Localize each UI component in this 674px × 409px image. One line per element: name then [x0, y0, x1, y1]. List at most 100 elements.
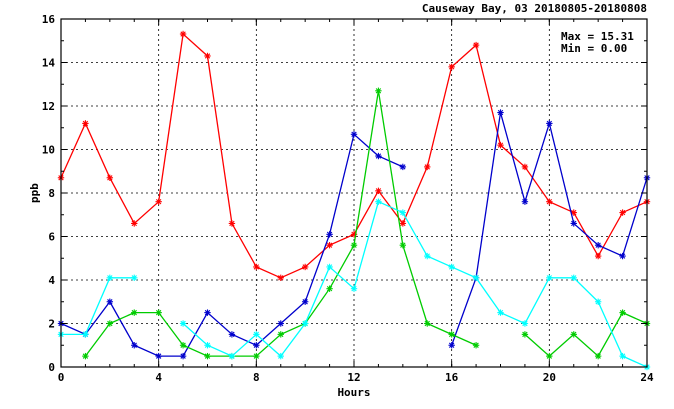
- min-stat: Min = 0.00: [561, 42, 627, 55]
- data-point: [497, 309, 504, 316]
- y-axis-title: ppb: [28, 183, 41, 203]
- data-point: [350, 285, 358, 292]
- data-point: [472, 274, 480, 282]
- data-point: [546, 352, 553, 360]
- data-point: [448, 63, 455, 71]
- data-point: [448, 331, 455, 338]
- data-point: [472, 41, 480, 49]
- data-point: [326, 263, 333, 271]
- data-point: [179, 320, 187, 327]
- data-point: [326, 231, 333, 238]
- data-point: [155, 352, 162, 360]
- data-point: [131, 274, 138, 282]
- data-point: [204, 52, 211, 60]
- data-point: [375, 187, 382, 195]
- y-tick-label: 12: [42, 100, 55, 113]
- data-point: [277, 352, 284, 360]
- data-point: [155, 198, 162, 205]
- y-tick-label: 0: [48, 361, 55, 374]
- data-point: [619, 252, 626, 260]
- data-point: [253, 352, 260, 360]
- data-point: [546, 198, 553, 205]
- data-point: [131, 220, 138, 227]
- series-line: [61, 200, 648, 368]
- data-point: [301, 298, 309, 305]
- y-tick-label: 2: [48, 318, 55, 331]
- data-point: [497, 109, 504, 116]
- data-point: [424, 320, 431, 327]
- data-point: [521, 163, 529, 171]
- data-point: [82, 352, 89, 360]
- data-point: [253, 263, 260, 271]
- data-point: [350, 242, 358, 249]
- y-tick-label: 6: [48, 231, 55, 244]
- data-point: [277, 320, 284, 327]
- data-point: [521, 331, 529, 338]
- data-point: [179, 30, 187, 38]
- data-point: [253, 342, 260, 349]
- data-point: [106, 174, 114, 181]
- x-tick-label: 16: [445, 371, 459, 384]
- y-tick-label: 10: [42, 144, 55, 157]
- data-point: [424, 252, 431, 260]
- data-point: [619, 352, 626, 360]
- data-point: [106, 298, 114, 305]
- data-point: [228, 220, 236, 227]
- series-3: [82, 87, 651, 360]
- data-point: [204, 342, 211, 349]
- series-layer: [57, 30, 651, 371]
- data-point: [106, 274, 114, 282]
- data-point: [326, 285, 333, 292]
- data-point: [155, 309, 162, 316]
- series-2: [57, 109, 651, 360]
- data-point: [594, 298, 602, 305]
- data-point: [301, 263, 309, 271]
- data-point: [131, 342, 138, 349]
- data-point: [448, 342, 455, 349]
- data-point: [570, 274, 577, 282]
- data-point: [228, 331, 236, 338]
- data-point: [594, 352, 602, 360]
- data-point: [106, 320, 114, 327]
- data-point: [546, 120, 553, 127]
- data-point: [375, 152, 382, 160]
- data-point: [82, 120, 89, 127]
- x-tick-label: 0: [58, 371, 65, 384]
- data-point: [497, 141, 504, 149]
- x-axis-title: Hours: [337, 386, 370, 399]
- data-point: [546, 274, 553, 282]
- data-point: [399, 209, 407, 216]
- data-point: [570, 331, 577, 338]
- data-point: [131, 309, 138, 316]
- data-point: [82, 331, 89, 338]
- data-point: [301, 320, 309, 327]
- chart-title: Causeway Bay, 03 20180805-20180808: [422, 2, 647, 15]
- data-point: [399, 242, 407, 249]
- data-point: [228, 352, 236, 360]
- data-point: [594, 242, 602, 249]
- data-point: [570, 220, 577, 227]
- data-point: [277, 331, 284, 338]
- max-stat: Max = 15.31: [561, 30, 634, 43]
- x-tick-label: 12: [347, 371, 360, 384]
- data-point: [277, 274, 284, 282]
- data-point: [253, 331, 260, 338]
- data-point: [375, 87, 382, 94]
- y-tick-label: 14: [42, 57, 56, 70]
- data-point: [594, 252, 602, 260]
- x-tick-label: 24: [640, 371, 654, 384]
- series-4: [57, 198, 651, 371]
- x-tick-label: 8: [253, 371, 260, 384]
- data-point: [399, 220, 407, 227]
- data-point: [204, 309, 211, 316]
- data-point: [424, 163, 431, 171]
- grid-layer: [61, 19, 647, 367]
- ticks-layer: [60, 18, 648, 368]
- data-point: [350, 131, 358, 138]
- data-point: [399, 163, 407, 171]
- data-point: [521, 198, 529, 205]
- data-point: [619, 309, 626, 316]
- data-point: [521, 320, 529, 327]
